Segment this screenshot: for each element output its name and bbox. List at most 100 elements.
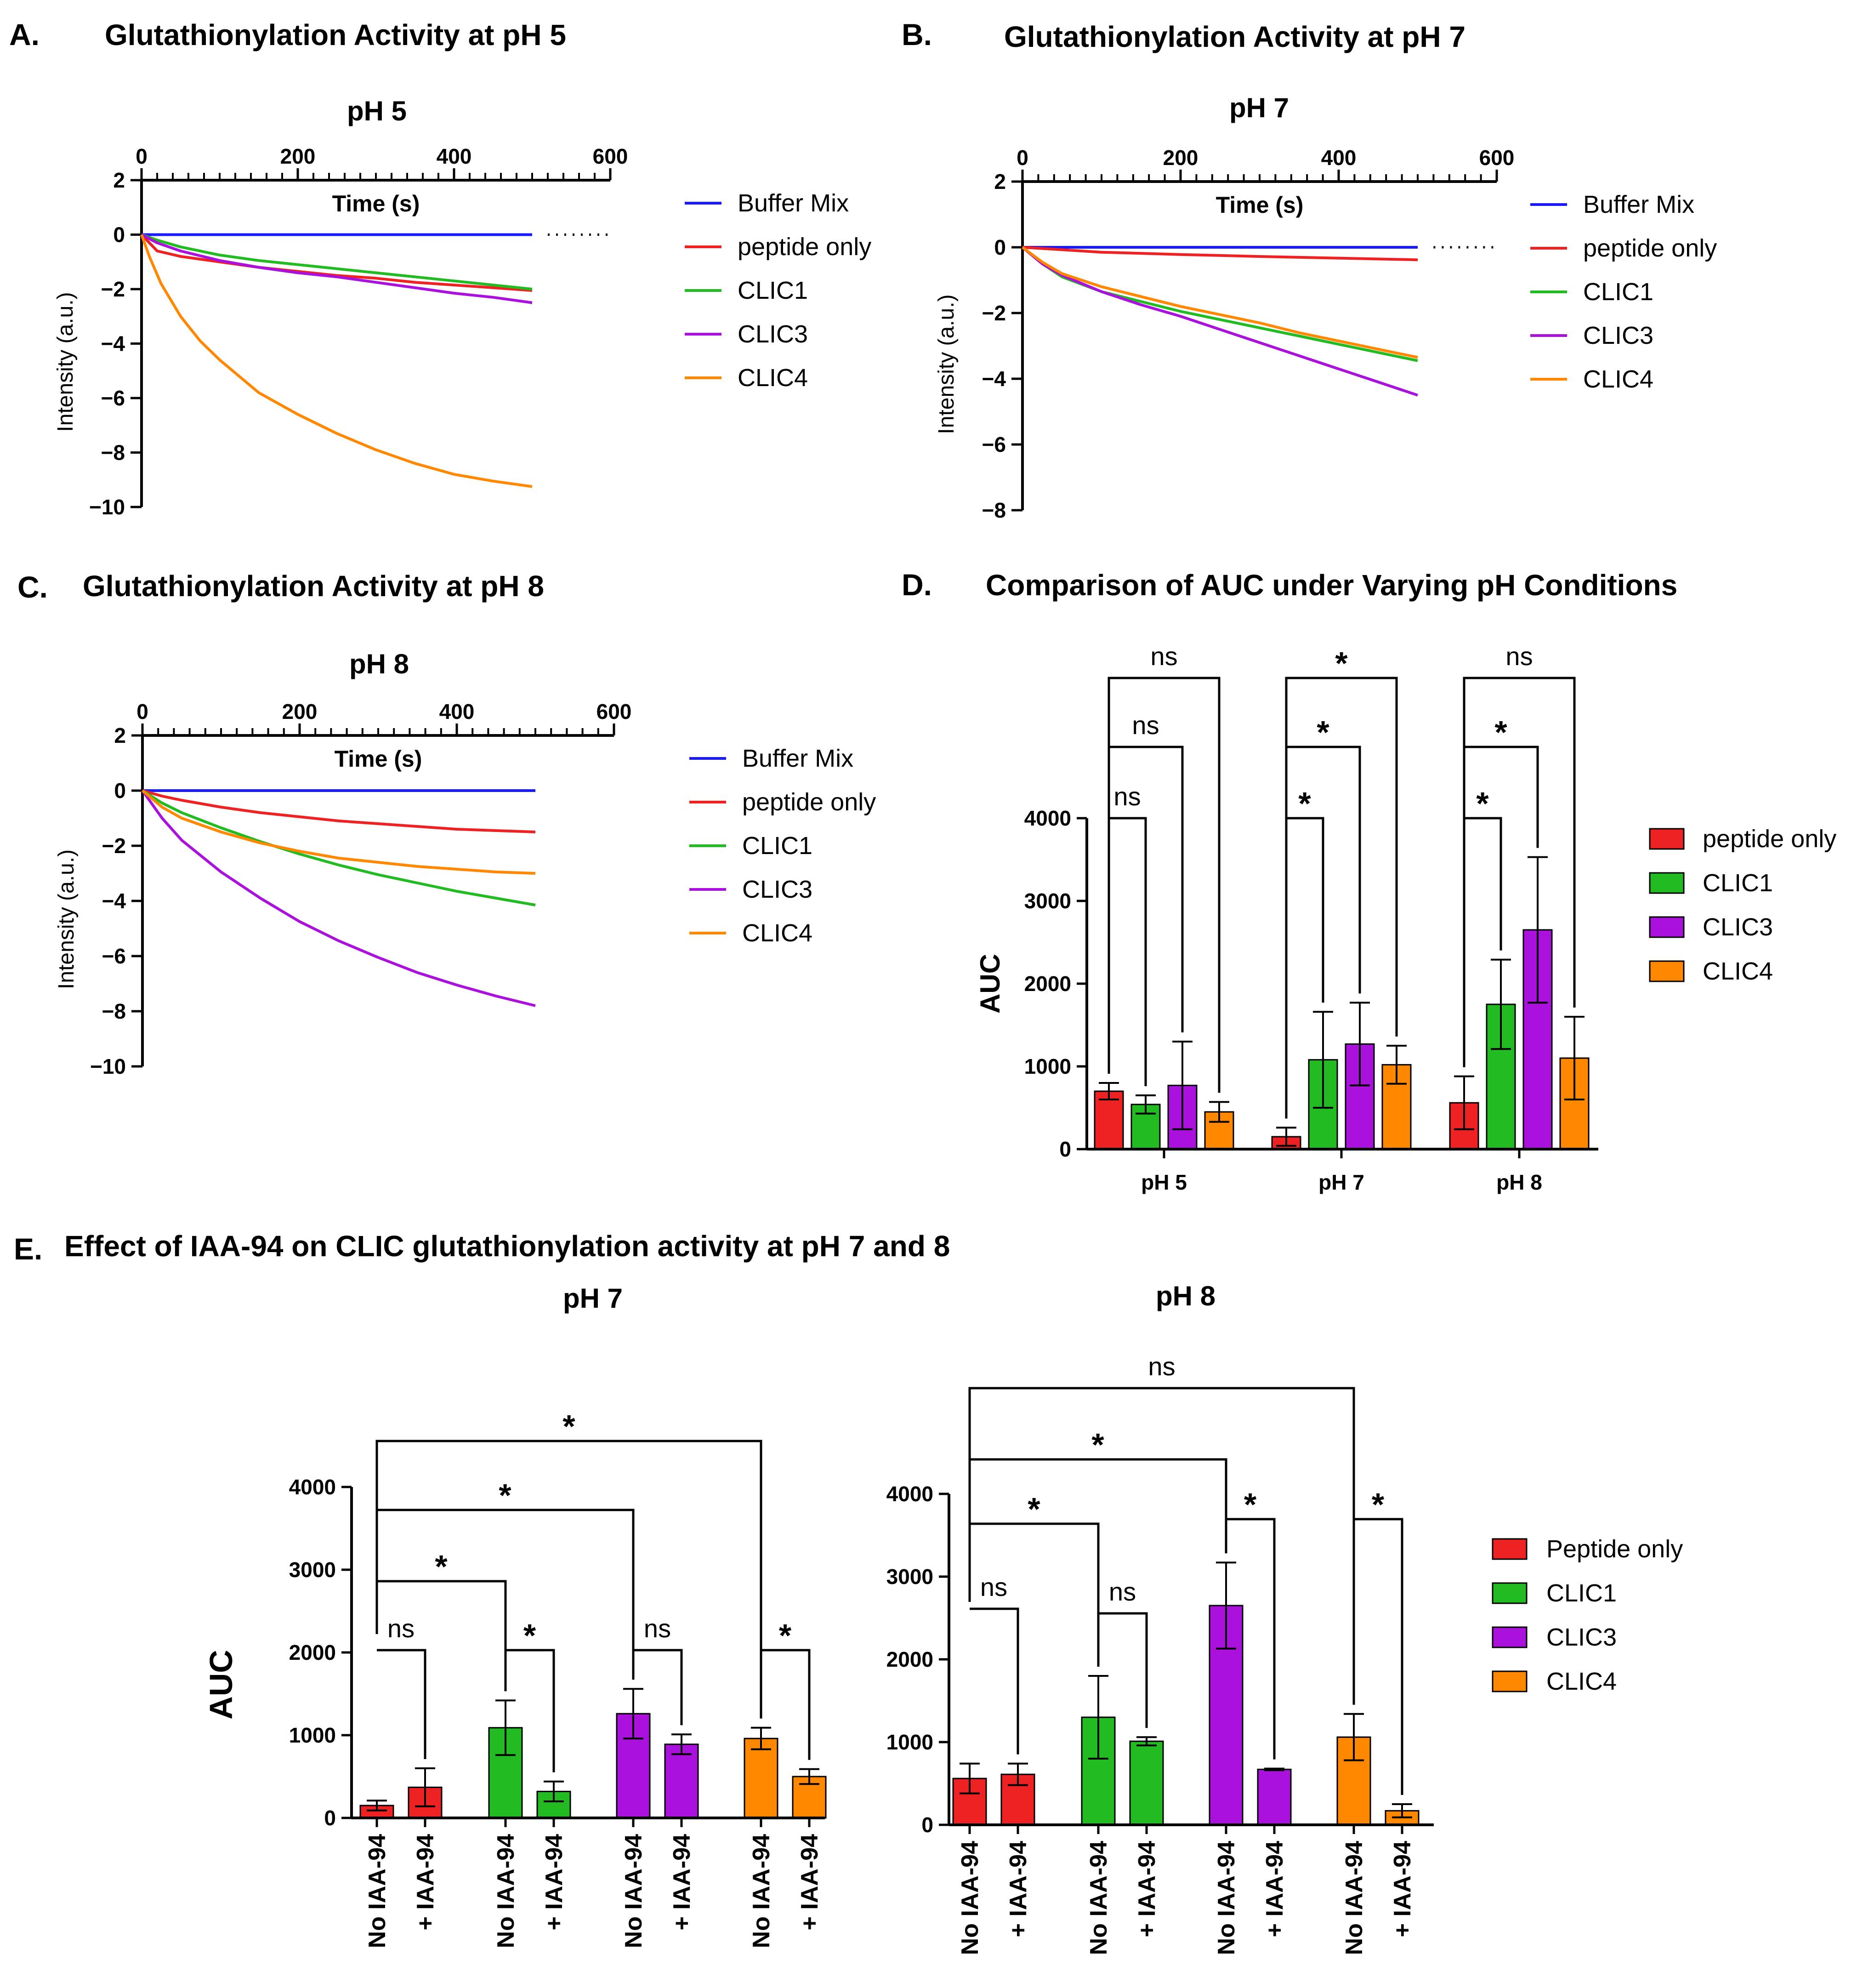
chart-b-y-tick-label: −6 bbox=[982, 433, 1006, 456]
chart-b-y-tick-label: 0 bbox=[994, 235, 1006, 259]
chart-c-series-clic1 bbox=[142, 789, 536, 906]
panel-b-title: Glutathionylation Activity at pH 7 bbox=[1004, 20, 1465, 53]
chart-a-y-tick-label: −6 bbox=[101, 386, 125, 410]
panel-d-letter: D. bbox=[902, 568, 932, 602]
chart-c-series-peptide-only bbox=[142, 789, 536, 833]
panel-e-title: Effect of IAA-94 on CLIC glutathionylati… bbox=[64, 1230, 950, 1263]
chart-charte1-y-tick-label: 0 bbox=[324, 1806, 336, 1830]
chart-b-legend-label: CLIC1 bbox=[1583, 278, 1653, 306]
chart-charte2-legend-label: CLIC1 bbox=[1546, 1579, 1617, 1607]
chart-charte2-sig-label: ns bbox=[1148, 1352, 1175, 1381]
chart-c-y-tick-label: 2 bbox=[114, 723, 126, 747]
chart-d-sig-bracket bbox=[1285, 677, 1398, 1119]
chart-b-legend-label: Buffer Mix bbox=[1583, 191, 1694, 218]
chart-d-sig-bracket bbox=[1108, 677, 1221, 1093]
chart-d-y-tick-label: 4000 bbox=[1024, 806, 1071, 830]
chart-charte1-x-tick-label: + IAA-94 bbox=[412, 1834, 439, 1931]
chart-d-legend-label: peptide only bbox=[1703, 825, 1836, 853]
chart-d-x-tick-label: pH 5 bbox=[1141, 1170, 1187, 1194]
chart-d-sig-label: ns bbox=[1113, 782, 1141, 811]
chart-charte1-bar-clic4 bbox=[744, 1737, 778, 1819]
chart-charte1-y-tick-label: 4000 bbox=[289, 1475, 336, 1499]
chart-a-legend-label: CLIC1 bbox=[738, 277, 808, 304]
chart-a-x-tick-label: 600 bbox=[593, 144, 628, 168]
chart-charte1-sig-bracket bbox=[633, 1649, 683, 1726]
chart-charte2-x-tick-label: + IAA-94 bbox=[1005, 1841, 1032, 1937]
chart-charte2-y-tick-label: 3000 bbox=[886, 1565, 933, 1589]
chart-c-x-tick-label: 200 bbox=[282, 700, 318, 723]
chart-charte2-x-tick-label: No IAA-94 bbox=[957, 1841, 983, 1955]
chart-charte1-x-tick-label: + IAA-94 bbox=[669, 1834, 695, 1931]
chart-charte1-x-tick-label: No IAA-94 bbox=[364, 1834, 391, 1948]
chart-c-title: pH 8 bbox=[349, 649, 409, 679]
panel-c-title: Glutathionylation Activity at pH 8 bbox=[83, 570, 544, 603]
panel-e-letter: E. bbox=[14, 1232, 42, 1266]
chart-charte2-y-tick-label: 4000 bbox=[886, 1482, 933, 1506]
chart-c-y-label: Intensity (a.u.) bbox=[54, 849, 79, 989]
chart-a-title: pH 5 bbox=[347, 96, 407, 126]
chart-d-y-tick-label: 2000 bbox=[1024, 972, 1071, 996]
chart-c-x-tick-label: 600 bbox=[596, 700, 632, 723]
chart-charte2-sig-bracket bbox=[1354, 1518, 1403, 1795]
chart-a-y-tick-label: 0 bbox=[113, 223, 125, 247]
chart-charte1-x-tick-label: + IAA-94 bbox=[541, 1834, 568, 1931]
chart-d-sig-label: * bbox=[1494, 714, 1507, 750]
chart-d-sig-label: * bbox=[1476, 786, 1489, 821]
chart-a-x-tick-label: 400 bbox=[437, 144, 472, 168]
chart-d-legend-label: CLIC1 bbox=[1703, 869, 1773, 897]
chart-b-x-tick-label: 0 bbox=[1017, 146, 1028, 170]
chart-b-x-label: Time (s) bbox=[1216, 192, 1304, 218]
chart-b-title: pH 7 bbox=[1229, 92, 1289, 123]
chart-charte2-x-tick-label: No IAA-94 bbox=[1213, 1841, 1240, 1955]
chart-charte2-x-tick-label: No IAA-94 bbox=[1341, 1841, 1368, 1955]
chart-a-y-tick-label: −10 bbox=[89, 495, 125, 519]
chart-c-legend-label: peptide only bbox=[742, 788, 876, 816]
chart-e-ph8-iaa94: pH 8 0 1000 2000 3000 4000 No IAA-94 + IAA-94 No… bbox=[886, 1281, 1683, 1955]
chart-a-legend-label: CLIC4 bbox=[738, 364, 808, 392]
chart-charte2-title: pH 8 bbox=[1156, 1281, 1215, 1311]
chart-d-y-tick-label: 1000 bbox=[1024, 1054, 1071, 1078]
chart-a-series-clic3 bbox=[141, 233, 533, 304]
chart-charte1-y-tick-label: 1000 bbox=[289, 1723, 336, 1747]
chart-c-y-tick-label: −6 bbox=[102, 944, 126, 968]
chart-charte2-legend-swatch bbox=[1492, 1538, 1528, 1560]
chart-a-legend-label: CLIC3 bbox=[738, 320, 808, 348]
chart-a-x-label: Time (s) bbox=[332, 191, 420, 216]
chart-e-ph7-iaa94: pH 7 0 1000 2000 3000 4000 AUC No IAA-94 + IAA-9… bbox=[203, 1283, 827, 1948]
chart-a-series-clic4 bbox=[140, 234, 533, 488]
chart-c-series-clic4 bbox=[142, 789, 536, 875]
panel-a-letter: A. bbox=[9, 17, 40, 51]
chart-charte1-y-tick-label: 3000 bbox=[289, 1558, 336, 1582]
chart-charte1-y-tick-label: 2000 bbox=[289, 1641, 336, 1664]
chart-d-sig-label: * bbox=[1335, 645, 1348, 681]
chart-d-legend-swatch bbox=[1649, 872, 1685, 894]
chart-b-x-tick-label: 200 bbox=[1163, 146, 1198, 170]
chart-c-x-tick-label: 400 bbox=[439, 700, 475, 723]
chart-a-series-clic1 bbox=[141, 233, 533, 291]
chart-charte2-legend-label: CLIC4 bbox=[1546, 1668, 1617, 1695]
chart-charte2-y-tick-label: 1000 bbox=[886, 1730, 933, 1754]
chart-b-y-tick-label: −2 bbox=[982, 301, 1006, 325]
chart-b-legend-label: CLIC4 bbox=[1583, 365, 1653, 393]
chart-a-x-tick-label: 200 bbox=[280, 144, 316, 168]
chart-b-y-tick-label: −4 bbox=[982, 367, 1006, 391]
chart-a-legend-label: peptide only bbox=[738, 233, 871, 261]
chart-charte2-legend-label: CLIC3 bbox=[1546, 1623, 1617, 1651]
chart-c-y-tick-label: 0 bbox=[114, 779, 126, 803]
chart-charte2-sig-label: ns bbox=[980, 1572, 1007, 1601]
chart-d-sig-label: ns bbox=[1505, 642, 1533, 671]
chart-charte1-sig-label: * bbox=[523, 1618, 536, 1653]
chart-d-sig-label: ns bbox=[1132, 711, 1159, 740]
chart-d-x-tick-label: pH 7 bbox=[1318, 1170, 1364, 1194]
chart-c-legend-label: Buffer Mix bbox=[742, 745, 853, 772]
chart-d-y-tick-label: 3000 bbox=[1024, 889, 1071, 913]
chart-b-y-tick-label: −8 bbox=[982, 498, 1006, 522]
chart-d-sig-bracket bbox=[1108, 817, 1147, 1086]
chart-d-legend-swatch bbox=[1649, 960, 1685, 982]
chart-d-legend-swatch bbox=[1649, 828, 1685, 850]
chart-a-y-tick-label: −4 bbox=[101, 332, 125, 356]
